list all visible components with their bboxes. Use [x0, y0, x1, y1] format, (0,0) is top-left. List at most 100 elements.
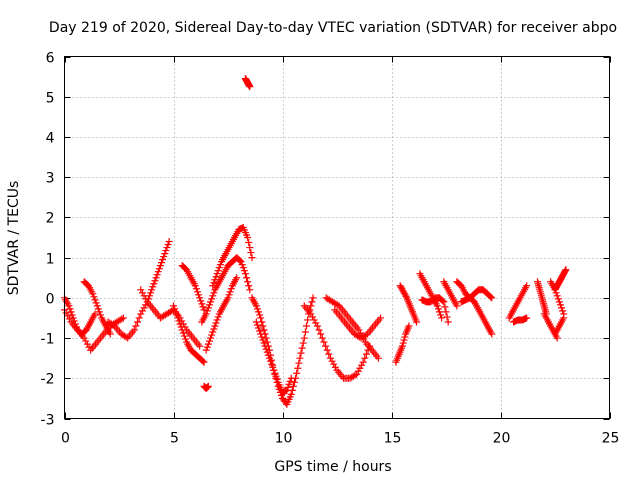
- x-tick-label: 25: [602, 431, 620, 447]
- data-point: [91, 296, 99, 304]
- data-point: [200, 358, 208, 366]
- data-point: [191, 282, 199, 290]
- series-arc-c: [80, 278, 114, 338]
- series-arc-v: [457, 286, 496, 306]
- data-point: [273, 375, 281, 383]
- data-point: [248, 254, 256, 262]
- data-point: [558, 304, 566, 312]
- data-point: [208, 295, 216, 303]
- data-point: [284, 383, 292, 391]
- data-point: [227, 285, 235, 293]
- y-tick-label: 3: [46, 171, 55, 187]
- y-tick-label: -3: [41, 413, 55, 429]
- data-point: [159, 256, 167, 264]
- data-point: [396, 282, 404, 290]
- data-point: [70, 317, 78, 325]
- data-point: [559, 307, 567, 315]
- data-point: [109, 321, 117, 329]
- data-point: [197, 297, 205, 305]
- data-point: [355, 326, 363, 334]
- plot-frame: [64, 56, 610, 419]
- data-point: [207, 334, 215, 342]
- data-point: [259, 336, 267, 344]
- data-point: [269, 363, 277, 371]
- series-arc-i: [209, 223, 256, 290]
- data-point: [263, 338, 271, 346]
- chart-title: Day 219 of 2020, Sidereal Day-to-day VTE…: [49, 20, 617, 36]
- data-point: [400, 336, 408, 344]
- data-point: [257, 330, 265, 338]
- data-point: [317, 330, 325, 338]
- data-point: [213, 316, 221, 324]
- data-point: [256, 311, 264, 319]
- data-point: [158, 259, 166, 267]
- data-point: [239, 264, 247, 272]
- data-point: [177, 323, 185, 331]
- data-point: [204, 304, 212, 312]
- data-point: [193, 288, 201, 296]
- data-point: [198, 300, 206, 308]
- x-tick-label: 15: [384, 431, 402, 447]
- data-point: [322, 342, 330, 350]
- data-point: [246, 286, 254, 294]
- data-point: [147, 289, 155, 297]
- data-point: [402, 292, 410, 300]
- data-point: [253, 305, 261, 313]
- data-point: [320, 338, 328, 346]
- data-point: [488, 294, 496, 302]
- data-point: [205, 337, 213, 345]
- data-point: [444, 318, 452, 326]
- data-point: [271, 369, 279, 377]
- data-point: [377, 314, 385, 322]
- series-arc-j: [202, 274, 241, 354]
- data-point: [196, 294, 204, 302]
- data-point: [268, 360, 276, 368]
- data-point: [253, 321, 261, 329]
- data-point: [556, 301, 564, 309]
- data-point: [358, 361, 366, 369]
- data-point: [160, 253, 168, 261]
- data-point: [67, 308, 75, 316]
- data-point: [359, 358, 367, 366]
- data-point: [488, 330, 496, 338]
- series-arc-b: [61, 294, 99, 338]
- data-point: [257, 314, 265, 322]
- series-spike-8.4: [241, 75, 254, 91]
- data-point: [307, 310, 315, 318]
- data-point: [172, 308, 180, 316]
- data-point: [174, 314, 182, 322]
- data-point: [153, 271, 161, 279]
- data-point: [247, 249, 255, 257]
- data-point: [93, 302, 101, 310]
- series-arc-o: [322, 294, 382, 362]
- data-point: [442, 308, 450, 316]
- data-point: [209, 328, 217, 336]
- data-point: [68, 311, 76, 319]
- data-point: [362, 350, 370, 358]
- data-point: [64, 312, 72, 320]
- data-point: [82, 337, 90, 345]
- data-point: [334, 301, 342, 309]
- data-point: [226, 288, 234, 296]
- data-point: [398, 285, 406, 293]
- data-point: [243, 274, 251, 282]
- data-point: [224, 294, 232, 302]
- data-point: [122, 333, 130, 341]
- data-point: [135, 314, 143, 322]
- x-axis-label: GPS time / hours: [274, 459, 391, 475]
- data-point: [170, 302, 177, 310]
- x-tick-label: 5: [170, 431, 179, 447]
- data-point: [272, 372, 280, 380]
- data-point: [162, 247, 170, 255]
- data-point: [164, 241, 172, 249]
- data-point: [308, 298, 316, 306]
- data-point: [209, 282, 217, 290]
- data-point: [216, 261, 224, 269]
- data-point: [178, 326, 186, 334]
- data-point: [260, 339, 268, 347]
- data-point: [555, 298, 563, 306]
- data-point: [176, 320, 184, 328]
- data-point: [255, 308, 263, 316]
- data-point: [259, 322, 267, 330]
